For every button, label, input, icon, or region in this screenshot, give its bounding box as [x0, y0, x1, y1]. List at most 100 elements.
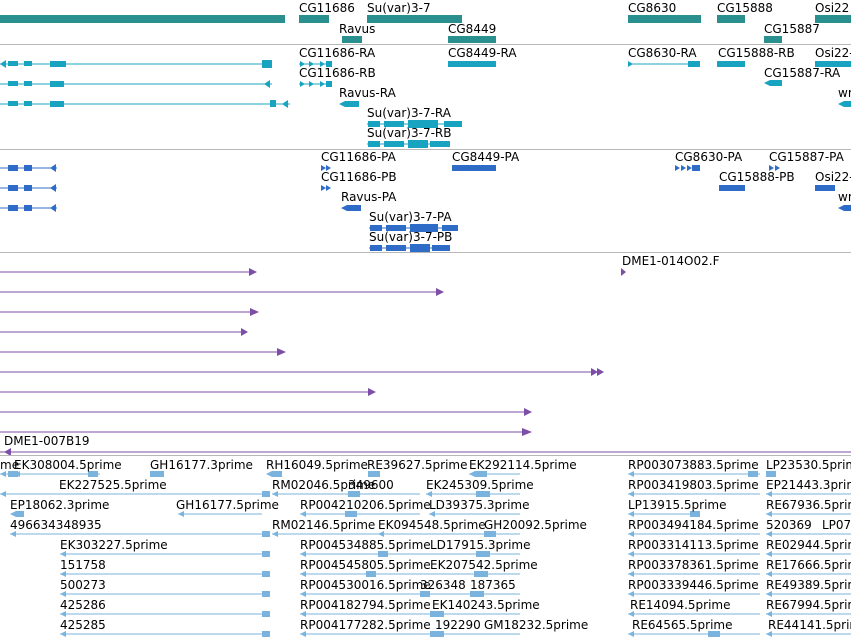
est-label: RP003339446.5prime: [628, 578, 759, 592]
est-label: RE67994.5prime: [766, 598, 851, 612]
gene-feature[interactable]: [448, 36, 496, 43]
transcript-label: CG15887-RA: [764, 66, 841, 80]
est-label: RM02146.5prime: [272, 518, 376, 532]
transcript-label: Osi22-: [815, 46, 851, 60]
est-label: RP004530016.5prime: [300, 578, 431, 592]
protein-label: CG11686-PA: [321, 150, 396, 164]
clone-glyphs: [0, 268, 851, 456]
est-label: RP004534885.5prime: [300, 538, 431, 552]
est-label: EP18062.3prime: [10, 498, 110, 512]
gene-label: Osi22: [815, 1, 850, 15]
est-label: GH20092.5prime: [484, 518, 587, 532]
transcript-label: CG11686-RB: [299, 66, 376, 80]
gene-feature[interactable]: [0, 15, 285, 23]
gene-label: CG11686: [299, 1, 355, 15]
est-label: 192290: [435, 618, 481, 632]
transcript-label: CG8449-RA: [448, 46, 517, 60]
protein-glyphs: [0, 164, 851, 252]
est-label: 187365: [470, 578, 516, 592]
est-track: me EK308004.5prime GH16177.3prime RH1604…: [0, 456, 851, 641]
clone-track: DME1-014O02.F DME1-007B19: [0, 253, 851, 456]
est-label: EK227525.5prime: [59, 478, 167, 492]
est-label: RP004210206.5prime: [300, 498, 431, 512]
track-separator: [0, 44, 851, 45]
est-label: 496634348935: [10, 518, 102, 532]
est-label: 425286: [60, 598, 106, 612]
est-label: RP003314113.5prime: [628, 538, 759, 552]
gene-feature[interactable]: [299, 15, 329, 23]
est-label: RE44141.5prime: [768, 618, 851, 632]
est-label: 500273: [60, 578, 106, 592]
gene-feature[interactable]: [342, 36, 362, 43]
transcript-label: CG15888-RB: [718, 46, 795, 60]
est-label: RP004545805.5prime: [300, 558, 431, 572]
protein-label: CG8449-PA: [452, 150, 520, 164]
protein-track: CG11686-PA CG11686-PB CG8449-PA Ravus-PA…: [0, 150, 851, 252]
gene-label: Su(var)3-7: [367, 1, 431, 15]
est-label: GH16177.5prime: [176, 498, 279, 512]
est-label: LP13915.5prime: [628, 498, 727, 512]
gene-feature[interactable]: [764, 36, 782, 43]
est-glyphs: [0, 471, 851, 637]
track-separator: [0, 149, 851, 150]
gene-label: CG15887: [764, 22, 820, 36]
est-label: RE39627.5prime: [367, 458, 468, 472]
transcript-glyphs: [0, 60, 851, 148]
est-label: LP07: [822, 518, 851, 532]
est-label: RP003419803.5prime: [628, 478, 759, 492]
est-label: EK207542.5prime: [430, 558, 538, 572]
protein-label: CG11686-PB: [321, 170, 397, 184]
gene-label: CG15888: [717, 1, 773, 15]
protein-label: Su(var)3-7-PB: [369, 230, 453, 244]
gene-label: CG8630: [628, 1, 677, 15]
est-label: RP004182794.5prime: [300, 598, 431, 612]
est-label: RH16049.5prime: [266, 458, 368, 472]
transcript-label: CG11686-RA: [299, 46, 376, 60]
transcript-label: CG8630-RA: [628, 46, 697, 60]
est-label: 151758: [60, 558, 106, 572]
transcript-label: Ravus-RA: [339, 86, 396, 100]
est-label: EK094548.5prime: [378, 518, 486, 532]
protein-label: CG15888-PB: [719, 170, 795, 184]
est-label: RE49389.5prime: [766, 578, 851, 592]
transcript-label: Su(var)3-7-RB: [367, 126, 452, 140]
gene-label: CG8449: [448, 22, 497, 36]
est-label: GH16177.3prime: [150, 458, 253, 472]
est-label: 326348: [420, 578, 466, 592]
est-label: RP003378361.5prime: [628, 558, 759, 572]
est-label: RM02046.5prime: [272, 478, 376, 492]
est-label: EP21443.3prime: [766, 478, 851, 492]
gene-feature[interactable]: [815, 15, 851, 23]
est-label: EK303227.5prime: [60, 538, 168, 552]
est-label: RE02944.5prime: [766, 538, 851, 552]
est-label: RE17666.5prime: [766, 558, 851, 572]
protein-label: wr: [838, 190, 851, 204]
est-label: RE67936.5prime: [766, 498, 851, 512]
est-label: 425285: [60, 618, 106, 632]
transcript-label: Su(var)3-7-RA: [367, 106, 451, 120]
track-separator: [0, 252, 851, 253]
gene-feature[interactable]: [717, 15, 745, 23]
est-label: 349600: [348, 478, 394, 492]
est-label: GM18232.5prime: [484, 618, 589, 632]
est-label: RP004177282.5prime: [300, 618, 431, 632]
est-label: 520369: [766, 518, 812, 532]
protein-label: Ravus-PA: [341, 190, 397, 204]
est-label: LP23530.5prime: [766, 458, 851, 472]
transcript-track: CG11686-RA CG11686-RB CG8449-RA Ravus-RA…: [0, 45, 851, 149]
est-label: RE64565.5prime: [632, 618, 733, 632]
protein-label: CG8630-PA: [675, 150, 743, 164]
track-separator: [0, 455, 851, 456]
est-label: RP003494184.5prime: [628, 518, 759, 532]
gene-feature[interactable]: [367, 15, 462, 23]
gene-feature[interactable]: [628, 15, 701, 23]
protein-label: CG15887-PA: [769, 150, 844, 164]
est-label: EK292114.5prime: [469, 458, 577, 472]
transcript-label: wr: [838, 86, 851, 100]
clone-label: DME1-007B19: [4, 434, 90, 448]
est-label: me: [0, 458, 20, 472]
est-label: RE14094.5prime: [630, 598, 731, 612]
est-label: EK308004.5prime: [14, 458, 122, 472]
est-label: RP003073883.5prime: [628, 458, 759, 472]
